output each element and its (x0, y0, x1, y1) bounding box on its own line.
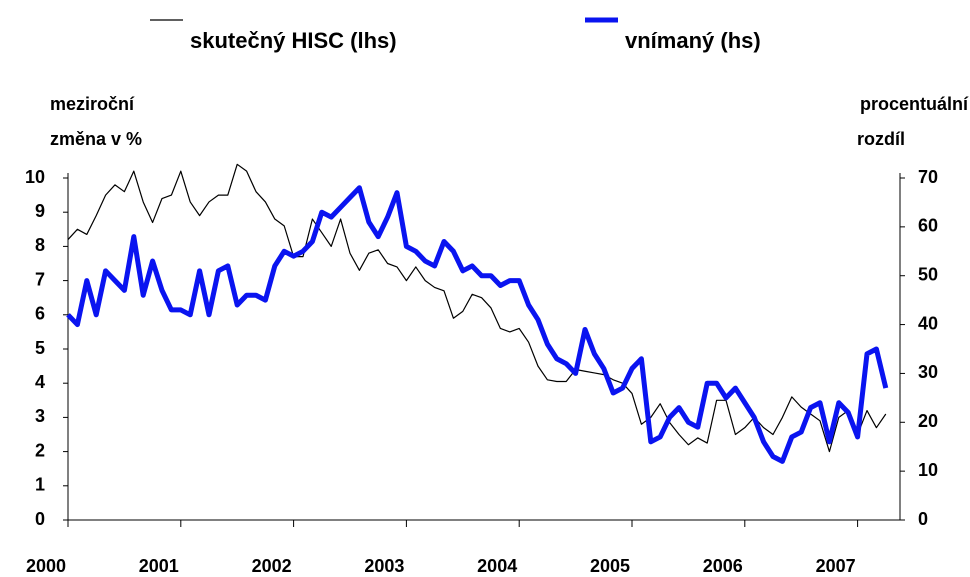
y2-tick-label: 20 (918, 411, 938, 431)
y2-tick-label: 50 (918, 264, 938, 284)
x-tick-label: 2006 (703, 556, 743, 576)
x-tick-label: 2003 (364, 556, 404, 576)
y-tick-label: 10 (25, 167, 45, 187)
y2-tick-label: 60 (918, 216, 938, 236)
y-axis-label: meziroční (50, 94, 135, 114)
y-tick-label: 2 (35, 440, 45, 460)
y-tick-label: 6 (35, 304, 45, 324)
x-tick-label: 2004 (477, 556, 517, 576)
data-line (66, 185, 889, 464)
y-tick-label: 7 (35, 269, 45, 289)
y2-tick-label: 40 (918, 313, 938, 333)
y2-tick-label: 30 (918, 362, 938, 382)
data-line (67, 163, 887, 453)
y2-tick-label: 10 (918, 460, 938, 480)
y-tick-label: 1 (35, 475, 45, 495)
y-tick-label: 4 (35, 372, 45, 392)
x-tick-label: 2001 (139, 556, 179, 576)
y-tick-label: 0 (35, 509, 45, 529)
x-tick-label: 2002 (252, 556, 292, 576)
y-axis-label: změna v % (50, 129, 142, 149)
legend-label: skutečný HISC (lhs) (190, 28, 397, 53)
x-tick-label: 2005 (590, 556, 630, 576)
y2-tick-label: 0 (918, 509, 928, 529)
x-tick-label: 2000 (26, 556, 66, 576)
x-tick-label: 2007 (816, 556, 856, 576)
y-tick-label: 3 (35, 406, 45, 426)
y2-axis-label: procentuální (860, 94, 969, 114)
y-tick-label: 8 (35, 235, 45, 255)
legend-label: vnímaný (hs) (625, 28, 761, 53)
y2-tick-label: 70 (918, 167, 938, 187)
y-tick-label: 9 (35, 201, 45, 221)
y-tick-label: 5 (35, 338, 45, 358)
y2-axis-label: rozdíl (857, 129, 905, 149)
